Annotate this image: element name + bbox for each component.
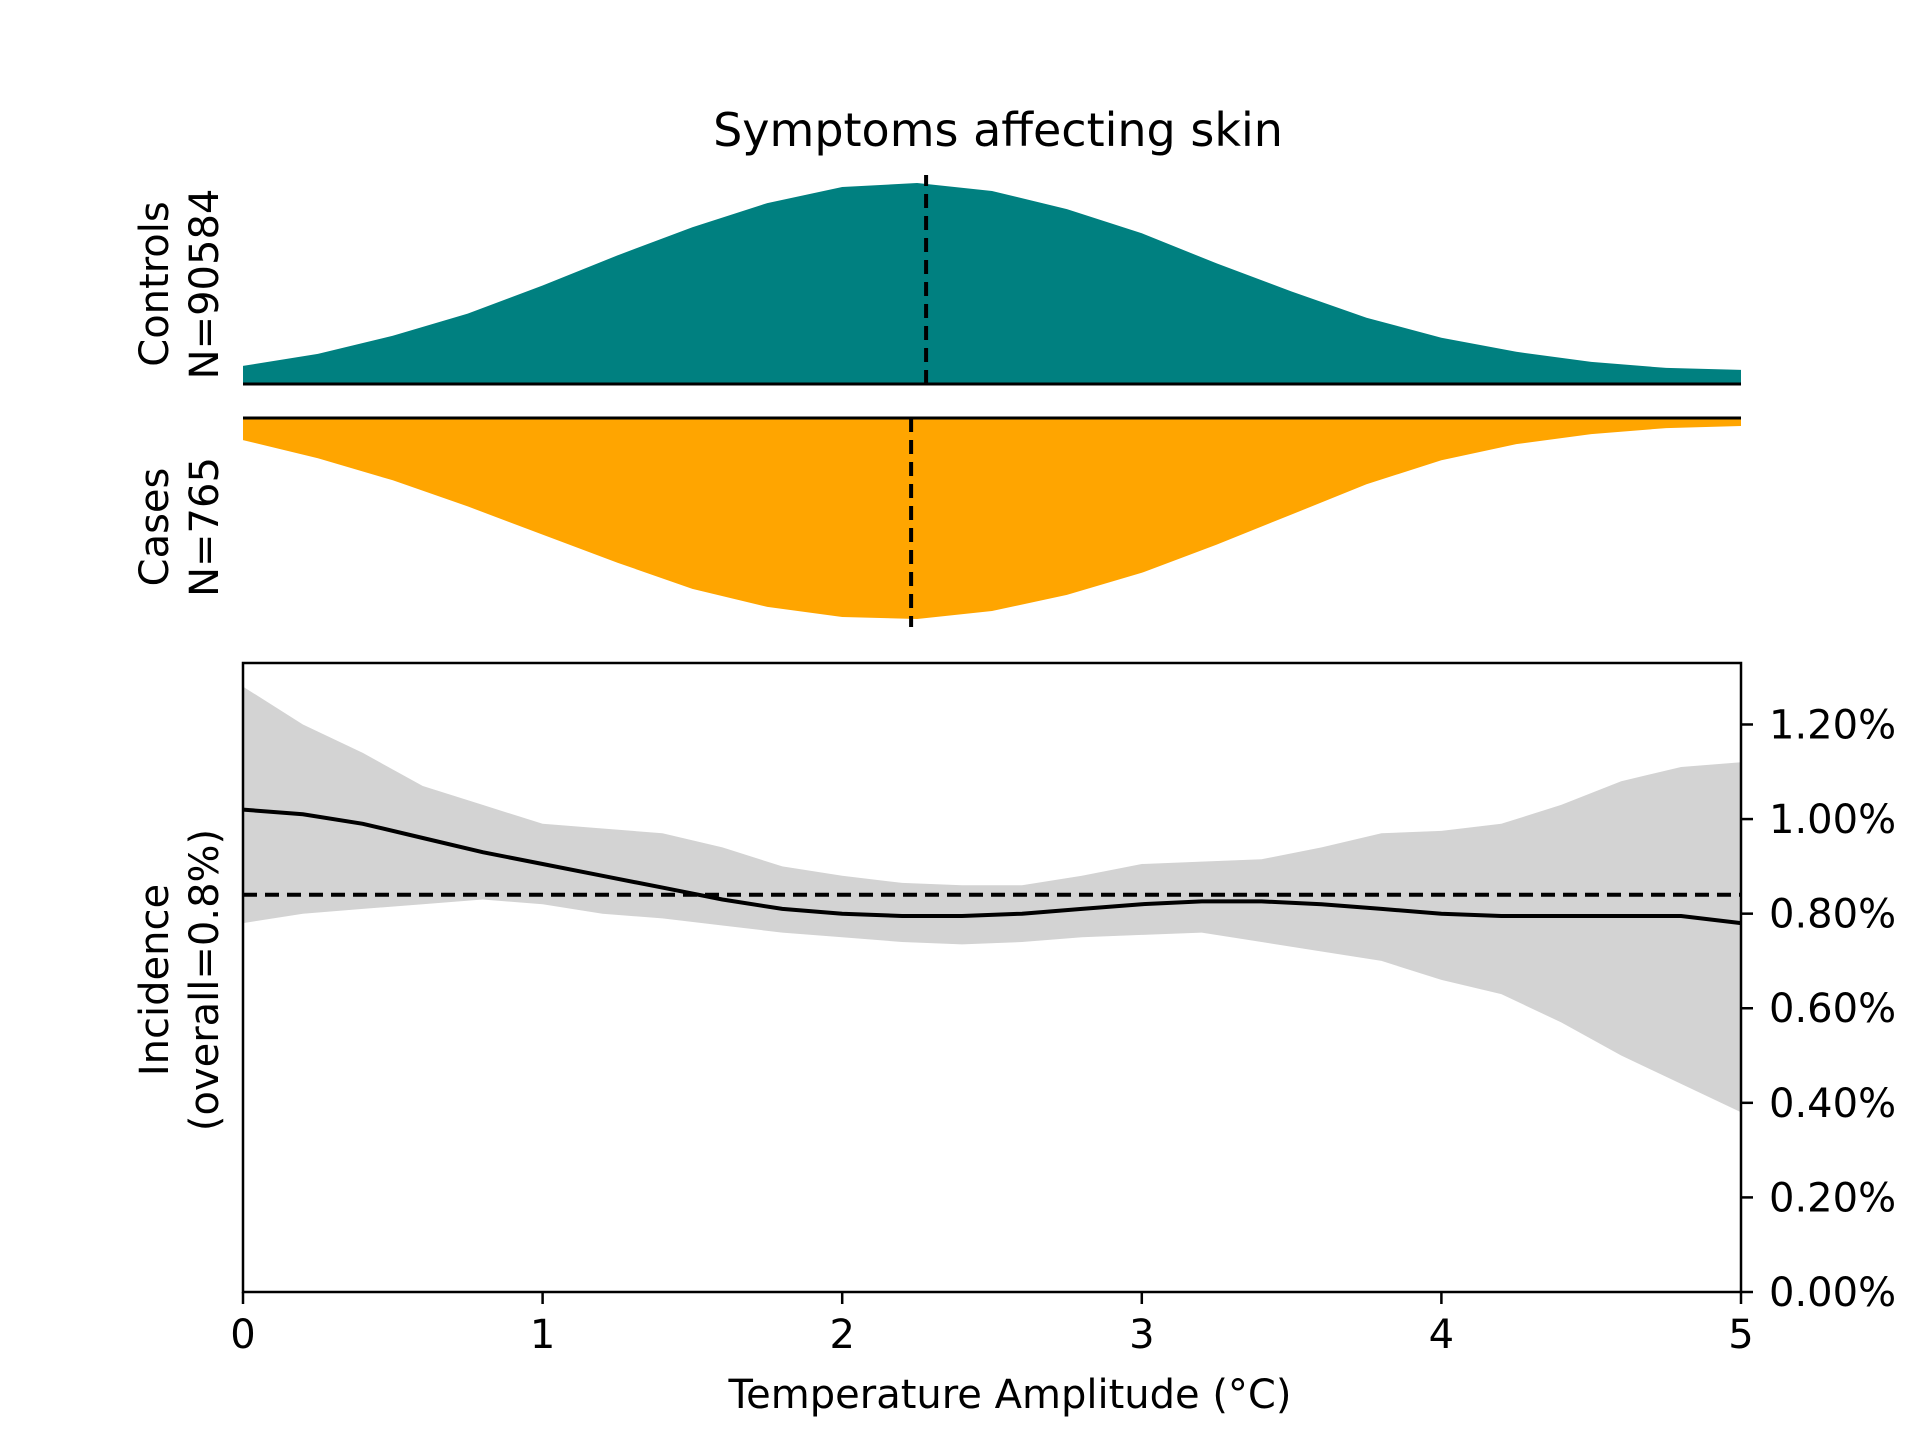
y-tick-label: 0.20%	[1769, 1175, 1896, 1221]
y-tick-label: 0.80%	[1769, 892, 1896, 938]
controls-panel: Controls N=90584	[132, 175, 1741, 386]
cases-count-label: N=765	[182, 457, 228, 597]
incidence-panel: 0.00% 0.20% 0.40% 0.60% 0.80% 1.00% 1.20% 0 1 2 3…	[132, 661, 1896, 1358]
incidence-confidence-band	[243, 686, 1741, 1113]
y-tick-label: 0.40%	[1769, 1081, 1896, 1127]
x-tick-label: 2	[829, 1312, 854, 1358]
controls-density-area	[243, 183, 1741, 384]
incidence-plot-frame	[241, 661, 1743, 1294]
x-tick-label: 5	[1728, 1312, 1753, 1358]
incidence-estimate-line	[242, 807, 1742, 926]
y-tick-label: 0.60%	[1769, 986, 1896, 1032]
y-tick-label: 0.00%	[1769, 1270, 1896, 1316]
incidence-ylabel-overall: (overall=0.8%)	[182, 829, 228, 1131]
x-tick-label: 4	[1429, 1312, 1454, 1358]
x-axis-ticks: 0 1 2 3 4 5	[230, 1292, 1754, 1358]
x-tick-label: 0	[230, 1312, 255, 1358]
y-tick-label: 1.00%	[1769, 797, 1896, 843]
incidence-ylabel: Incidence	[132, 884, 178, 1076]
x-axis-label: Temperature Amplitude (°C)	[728, 1372, 1292, 1418]
cases-panel: Cases N=765	[132, 416, 1741, 627]
x-tick-label: 1	[530, 1312, 555, 1358]
controls-label: Controls	[132, 201, 178, 366]
controls-count-label: N=90584	[182, 189, 228, 380]
cases-density-area	[243, 418, 1741, 619]
x-tick-label: 3	[1129, 1312, 1154, 1358]
cases-label: Cases	[132, 468, 178, 587]
y-axis-ticks: 0.00% 0.20% 0.40% 0.60% 0.80% 1.00% 1.20%	[1741, 702, 1896, 1316]
chart-title: Symptoms affecting skin	[713, 103, 1283, 157]
y-tick-label: 1.20%	[1769, 702, 1896, 748]
